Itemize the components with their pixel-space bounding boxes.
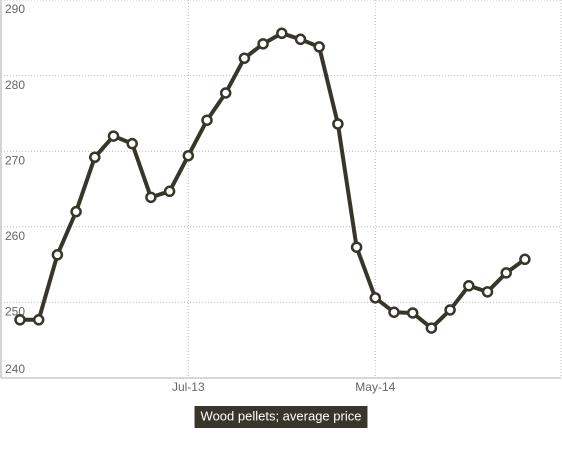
data-point xyxy=(406,307,419,319)
series-line xyxy=(20,31,527,331)
data-point xyxy=(388,306,400,318)
x-tick-label: Jul-13 xyxy=(172,380,205,394)
data-point xyxy=(463,280,475,292)
data-point xyxy=(126,137,138,150)
data-point xyxy=(425,322,438,334)
y-tick-label: 270 xyxy=(5,153,25,167)
data-point xyxy=(107,130,120,142)
data-point xyxy=(519,253,531,266)
data-point xyxy=(257,38,269,50)
data-point xyxy=(163,185,176,198)
data-point xyxy=(201,114,213,126)
data-point xyxy=(182,149,195,162)
data-point xyxy=(145,191,157,204)
legend-box xyxy=(194,406,368,428)
data-point xyxy=(444,304,456,316)
y-tick-label: 260 xyxy=(5,229,25,243)
x-tick-label: May-14 xyxy=(355,380,395,394)
data-point xyxy=(313,41,325,53)
data-point xyxy=(350,241,363,253)
legend: Wood pellets; average price xyxy=(194,406,368,428)
data-point xyxy=(369,292,382,304)
y-tick-label: 240 xyxy=(5,362,25,376)
data-point xyxy=(32,314,45,326)
legend-label: Wood pellets; average price xyxy=(201,408,362,423)
data-point xyxy=(70,205,82,218)
y-tick-label: 290 xyxy=(5,2,25,16)
data-point xyxy=(14,314,26,326)
data-point xyxy=(332,118,344,130)
data-point xyxy=(89,151,101,163)
data-point xyxy=(219,87,232,99)
data-point xyxy=(294,33,307,46)
y-tick-label: 280 xyxy=(5,78,25,92)
data-point xyxy=(481,286,494,298)
data-point xyxy=(276,27,288,40)
data-point xyxy=(500,267,512,279)
data-point xyxy=(238,52,251,64)
data-point xyxy=(51,249,64,261)
